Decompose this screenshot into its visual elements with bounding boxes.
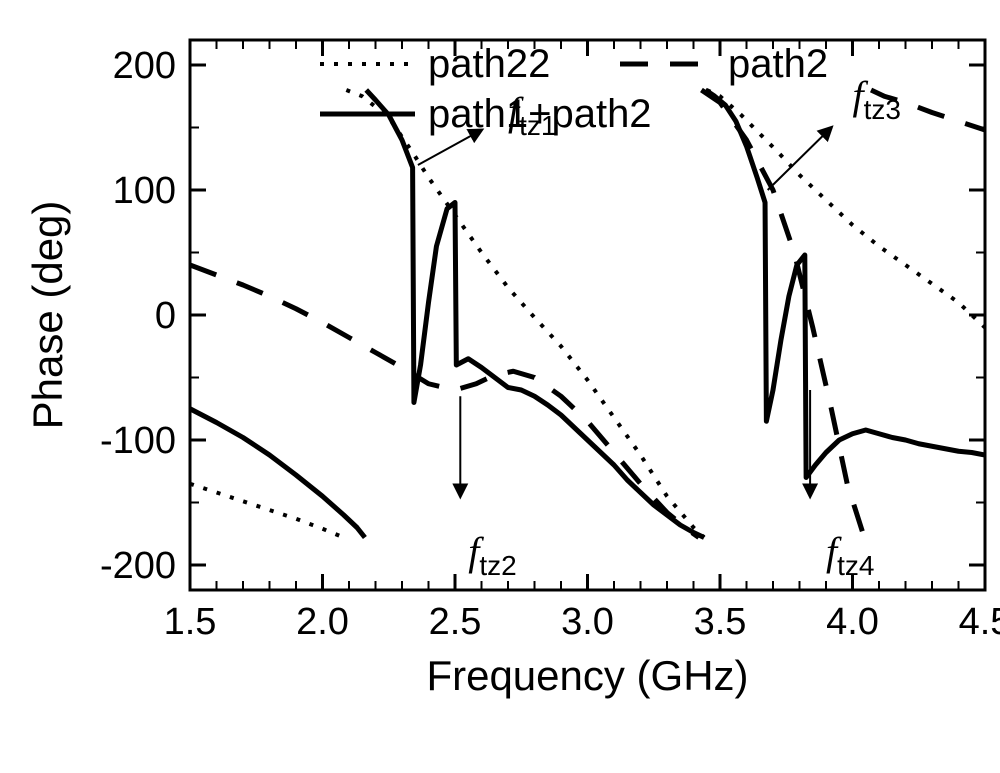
y-tick-label: 0 [155,295,176,337]
series-path22 [346,90,704,538]
y-tick-label: 200 [113,45,176,87]
x-tick-label: 3.5 [694,601,747,643]
y-tick-label: 100 [113,170,176,212]
chart-svg: 1.5 2.0 2.5 3.0 3.5 4.0 4.5 -200 -100 0 100 200 Freq… [20,20,1000,753]
x-tick-label: 4.0 [826,601,879,643]
legend-label-path22: path22 [428,42,550,86]
series-group [190,90,985,538]
x-tick-label: 4.5 [959,601,1000,643]
series-combined [705,90,985,478]
x-tick-label: 2.5 [429,601,482,643]
y-axis-label: Phase (deg) [24,201,71,430]
legend-label-path2: path2 [728,42,828,86]
annotation-arrow-ftz3 [768,128,832,191]
x-tick-label: 3.0 [561,601,614,643]
series-path22 [707,90,985,328]
annotation-ftz3: ftz3 [853,73,901,125]
series-combined [190,409,365,538]
annotation-ftz2: ftz2 [468,529,516,581]
series-path2 [190,265,699,538]
y-tick-label: -200 [100,545,176,587]
legend: path22path2path1+path2 [320,42,828,136]
x-tick-label: 2.0 [296,601,349,643]
y-tick-label: -100 [100,420,176,462]
x-axis-label: Frequency (GHz) [426,652,748,699]
x-tick-label: 1.5 [164,601,217,643]
annotation-ftz4: ftz4 [826,529,874,581]
phase-frequency-chart: 1.5 2.0 2.5 3.0 3.5 4.0 4.5 -200 -100 0 100 200 Freq… [20,20,1000,753]
